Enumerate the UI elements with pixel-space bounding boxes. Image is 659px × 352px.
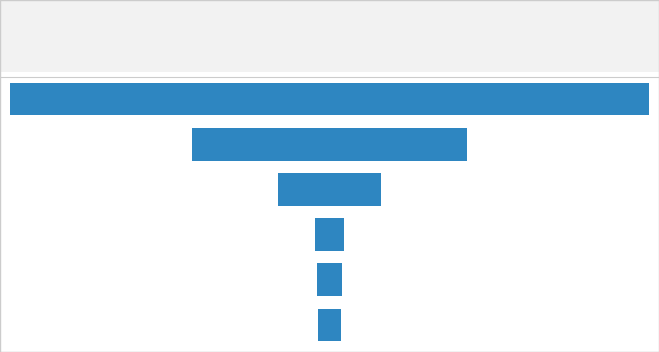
Bar	[330, 128, 467, 161]
Bar	[330, 83, 649, 115]
Bar	[330, 264, 342, 296]
Bar	[330, 218, 344, 251]
Text: iii: iii	[7, 12, 29, 25]
Text: Rows: Rows	[26, 48, 61, 61]
Bar	[192, 128, 330, 161]
Bar	[330, 173, 381, 206]
Bar	[10, 83, 330, 115]
Bar	[318, 309, 330, 341]
Text: SUM(Visits): SUM(Visits)	[186, 13, 259, 23]
FancyBboxPatch shape	[260, 6, 402, 30]
Text: ⇅: ⇅	[277, 49, 287, 59]
FancyBboxPatch shape	[152, 6, 293, 30]
Bar	[330, 309, 341, 341]
Bar	[278, 173, 330, 206]
Text: Steps: Steps	[204, 48, 242, 61]
Bar	[315, 218, 330, 251]
Bar	[317, 264, 330, 296]
Text: SUM(Visits): SUM(Visits)	[295, 13, 368, 23]
Text: ≡: ≡	[7, 47, 18, 61]
FancyBboxPatch shape	[148, 41, 313, 68]
Text: Columns: Columns	[26, 12, 84, 25]
